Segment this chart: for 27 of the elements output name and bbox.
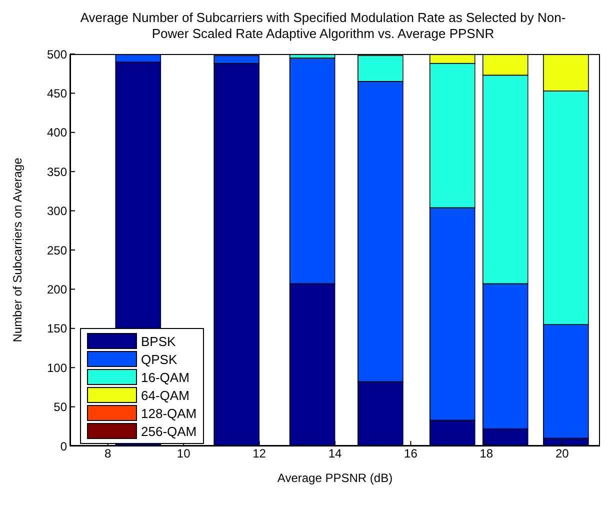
y-tick-label: 500 [46,47,68,62]
legend-label: 256-QAM [141,424,197,438]
x-tick-label: 10 [176,446,191,461]
y-tick-label: 350 [46,164,68,179]
legend-label: 64-QAM [141,388,190,402]
y-tick-label: 50 [54,400,68,414]
x-tick-label: 14 [328,446,342,461]
x-tick-label: 8 [104,446,112,461]
x-tick-label: 16 [404,446,418,461]
y-tick-label: 200 [46,282,68,296]
x-tick-label: 12 [252,446,266,461]
y-tick-label: 150 [46,322,68,336]
y-axis-title: Number of Subcarriers on Average [10,158,24,342]
y-tick-label: 0 [60,439,68,454]
legend-label: BPSK [141,334,176,348]
legend-label: QPSK [141,352,178,366]
y-tick-label: 400 [46,126,68,140]
x-tick-label: 18 [480,446,494,461]
legend-label: 16-QAM [141,370,190,384]
x-tick-label: 20 [555,446,570,461]
x-axis-title: Average PPSNR (dB) [277,471,393,485]
y-tick-label: 300 [46,204,68,218]
y-tick-label: 450 [46,86,68,100]
legend-label: 128-QAM [141,406,197,420]
y-tick-label: 100 [46,360,68,375]
y-tick-label: 250 [46,243,68,258]
chart-title: Average Number of Subcarriers with Specified Modulation Rate as Selected by Non-Power Scaled Rate Adaptive Algorithm vs. Average PPSNR [79,9,567,43]
